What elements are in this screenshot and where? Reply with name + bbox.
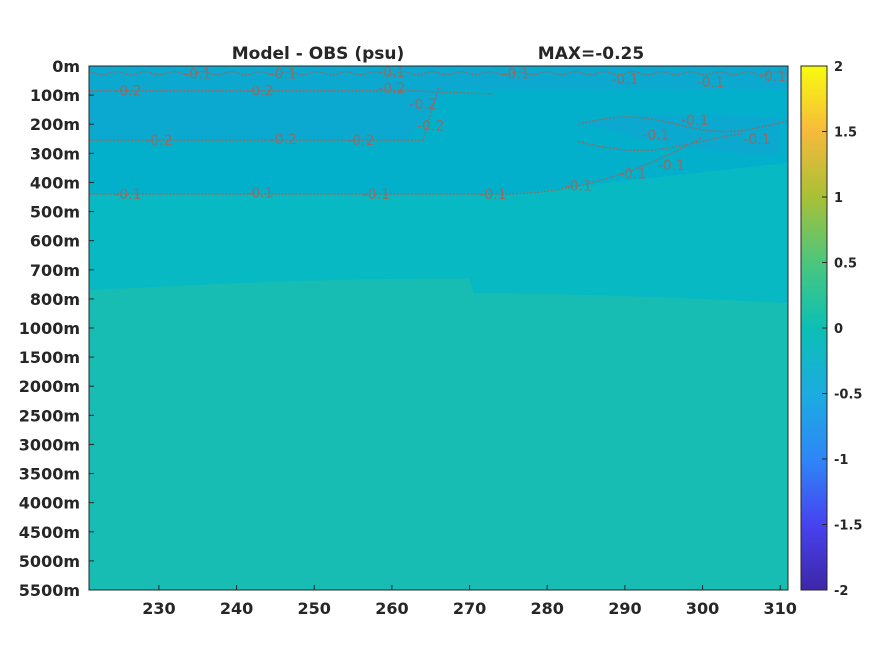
contour-label: -0.2 xyxy=(347,133,374,149)
colorbar-tick-label: -2 xyxy=(834,584,848,599)
field-east-anomaly xyxy=(578,115,781,154)
y-tick-label: 500m xyxy=(30,203,80,222)
contour-label: -0.1 xyxy=(363,187,390,203)
colorbar-tick-label: 1 xyxy=(834,191,843,206)
y-axis-ticks: 0m 100m 200m 300m 400m 500m 600m 700m 800m 1000m 1… xyxy=(19,57,94,600)
x-tick-label: 290 xyxy=(608,599,641,618)
y-tick-label: 3500m xyxy=(19,465,80,484)
colorbar-ticks: 2 1.5 1 0.5 0 -0.5 -1 -1.5 -2 xyxy=(822,60,862,599)
y-tick-label: 2000m xyxy=(19,377,80,396)
contour-label: -0.1 xyxy=(246,186,273,202)
colorbar-tick-label: -1.5 xyxy=(834,519,862,534)
x-tick-label: 230 xyxy=(142,599,175,618)
contour-label: -0.1 xyxy=(658,158,685,174)
y-tick-label: 400m xyxy=(30,173,80,192)
colorbar-tick-label: 2 xyxy=(834,60,843,75)
y-tick-label: 1500m xyxy=(19,348,80,367)
contour-label: -0.2 xyxy=(145,133,172,149)
y-tick-label: 5500m xyxy=(19,581,80,600)
contour-label: -0.1 xyxy=(681,113,708,129)
contour-label: -0.2 xyxy=(114,84,141,100)
colorbar-tick-label: 0.5 xyxy=(834,257,857,272)
x-tick-label: 300 xyxy=(686,599,719,618)
y-tick-label: 600m xyxy=(30,232,80,251)
contour-label: -0.2 xyxy=(270,132,297,148)
contour-line-lower xyxy=(89,136,703,195)
colorbar-tick-label: -0.5 xyxy=(834,388,862,403)
contour-label: -0.1 xyxy=(479,187,506,203)
contour-label: -0.2 xyxy=(417,119,444,135)
contour-line-east-bottom xyxy=(578,133,742,152)
y-tick-label: 100m xyxy=(30,86,80,105)
contour-label: -0.2 xyxy=(409,97,436,113)
y-tick-label: 3000m xyxy=(19,435,80,454)
y-tick-label: 2500m xyxy=(19,406,80,425)
y-tick-label: 200m xyxy=(30,115,80,134)
contour-label: -0.1 xyxy=(378,65,405,81)
contour-label: -0.1 xyxy=(642,127,669,143)
y-tick-label: 5000m xyxy=(19,552,80,571)
contour-label: -0.1 xyxy=(184,66,211,82)
contour-label: -0.1 xyxy=(759,69,786,85)
colorbar-tick-label: -1 xyxy=(834,453,848,468)
y-tick-label: 300m xyxy=(30,144,80,163)
y-tick-label: 0m xyxy=(52,57,80,76)
chart-title-left: Model - OBS (psu) xyxy=(232,44,405,64)
contour-lines xyxy=(89,70,788,195)
field-upper-minus-0.2 xyxy=(89,66,788,141)
colorbar-tick-label: 0 xyxy=(834,322,843,337)
x-axis-ticks: 230 240 250 260 270 280 290 300 310 xyxy=(142,585,797,618)
contour-label: -0.1 xyxy=(619,167,646,183)
x-tick-label: 310 xyxy=(764,599,797,618)
y-tick-label: 800m xyxy=(30,290,80,309)
colorbar-tick-label: 1.5 xyxy=(834,126,857,141)
contour-label: -0.1 xyxy=(565,178,592,194)
contour-labels: -0.1 -0.1 -0.1 -0.1 -0.1 -0.1 -0.1-0.2 -0.2 -0.2… xyxy=(114,65,786,203)
y-tick-label: 4000m xyxy=(19,494,80,513)
contour-label: -0.2 xyxy=(378,81,405,97)
x-tick-label: 270 xyxy=(453,599,486,618)
contour-line-upper xyxy=(89,90,493,95)
contour-label: -0.1 xyxy=(697,75,724,91)
contour-label: -0.1 xyxy=(114,187,141,203)
plot-area: -0.1 -0.1 -0.1 -0.1 -0.1 -0.1 -0.1-0.2 -0.2 -0.2… xyxy=(88,65,789,591)
y-tick-label: 1000m xyxy=(19,319,80,338)
chart-title-right: MAX=-0.25 xyxy=(538,44,644,64)
y-tick-label: 4500m xyxy=(19,523,80,542)
contour-label: -0.2 xyxy=(246,84,273,100)
contour-line-mid-rise xyxy=(422,87,440,141)
x-tick-label: 250 xyxy=(298,599,331,618)
contour-label: -0.1 xyxy=(743,132,770,148)
x-tick-label: 280 xyxy=(531,599,564,618)
contour-line-east-top xyxy=(578,116,788,133)
contour-label: -0.1 xyxy=(270,66,297,82)
contour-label: -0.1 xyxy=(611,72,638,88)
x-tick-label: 260 xyxy=(375,599,408,618)
colorbar: 2 1.5 1 0.5 0 -0.5 -1 -1.5 -2 xyxy=(800,60,862,599)
y-tick-label: 700m xyxy=(30,261,80,280)
x-tick-label: 240 xyxy=(220,599,253,618)
contour-line-top xyxy=(89,70,788,76)
contour-label: -0.1 xyxy=(503,66,530,82)
